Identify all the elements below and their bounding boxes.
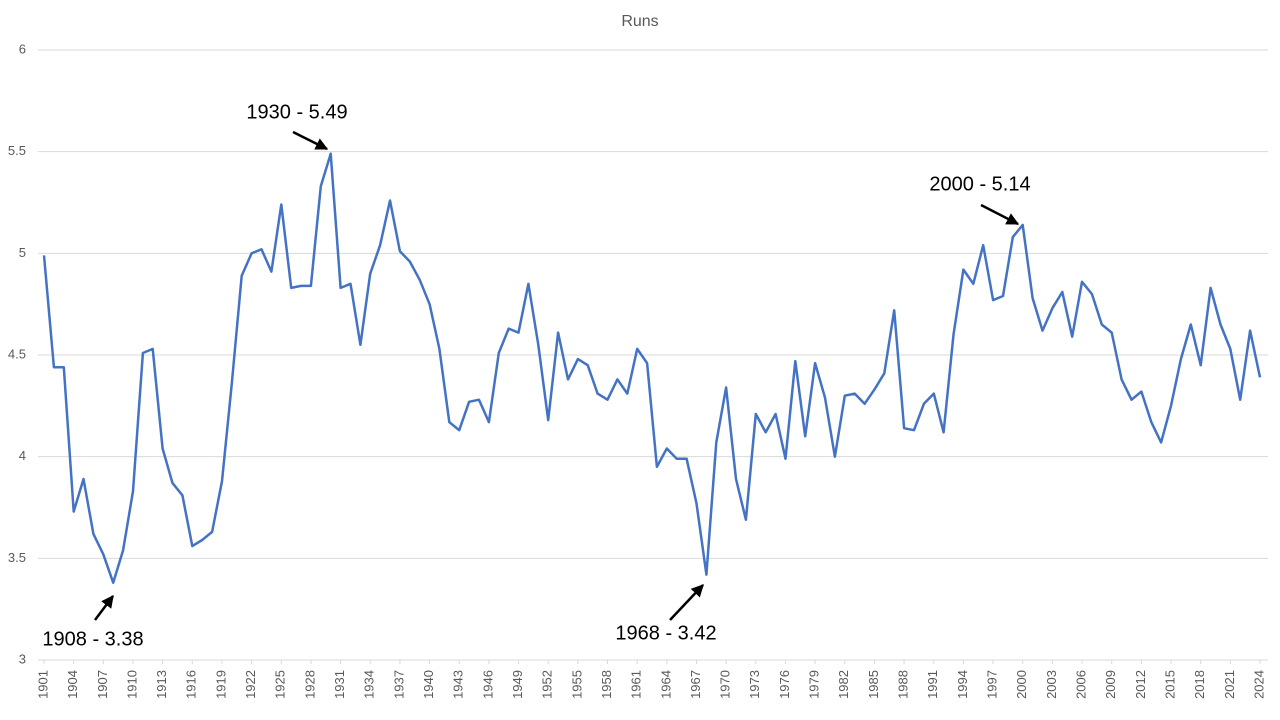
y-tick-label: 3: [19, 651, 26, 666]
x-tick-label: 1916: [184, 670, 199, 699]
y-tick-label: 5: [19, 245, 26, 260]
x-tick-label: 2024: [1251, 670, 1266, 699]
x-tick-label: 1979: [807, 670, 822, 699]
x-tick-label: 1910: [124, 670, 139, 699]
x-tick-label: 1985: [866, 670, 881, 699]
x-tick-label: 1988: [896, 670, 911, 699]
x-tick-label: 1976: [777, 670, 792, 699]
x-tick-label: 1919: [213, 670, 228, 699]
x-tick-label: 1928: [302, 670, 317, 699]
x-tick-label: 2006: [1073, 670, 1088, 699]
x-tick-label: 1904: [65, 670, 80, 699]
x-tick-label: 1973: [747, 670, 762, 699]
annotation: 1908 - 3.38: [42, 628, 143, 650]
annotation-arrow: [669, 584, 704, 621]
x-tick-label: 1997: [985, 670, 1000, 699]
x-tick-label: 2021: [1222, 670, 1237, 699]
y-tick-label: 4: [19, 448, 26, 463]
x-tick-label: 1943: [451, 670, 466, 699]
annotation-arrow: [980, 203, 1020, 226]
x-tick-label: 1946: [480, 670, 495, 699]
chart-title: Runs: [621, 13, 658, 30]
x-tick-label: 1937: [391, 670, 406, 699]
annotation-arrow: [292, 130, 329, 151]
x-tick-label: 1925: [273, 670, 288, 699]
x-tick-label: 1955: [569, 670, 584, 699]
x-tick-label: 2018: [1192, 670, 1207, 699]
x-tick-label: 1967: [688, 670, 703, 699]
x-tick-label: 1940: [421, 670, 436, 699]
y-tick-label: 3.5: [8, 550, 26, 565]
x-tick-label: 1982: [836, 670, 851, 699]
x-tick-label: 2009: [1103, 670, 1118, 699]
x-tick-label: 1949: [510, 670, 525, 699]
annotation: 1930 - 5.49: [246, 101, 347, 123]
x-tick-label: 1907: [95, 670, 110, 699]
x-tick-label: 1901: [35, 670, 50, 699]
x-tick-label: 1934: [362, 670, 377, 699]
x-tick-label: 2003: [1044, 670, 1059, 699]
x-tick-label: 1970: [718, 670, 733, 699]
annotation-arrow: [94, 595, 114, 621]
y-tick-label: 4.5: [8, 346, 26, 361]
x-tick-label: 1913: [154, 670, 169, 699]
x-tick-label: 1961: [629, 670, 644, 699]
line: [42, 152, 1262, 584]
x-tick-label: 1922: [243, 670, 258, 699]
x-tick-label: 2000: [1014, 670, 1029, 699]
x-tick-label: 1931: [332, 670, 347, 699]
annotation: 1968 - 3.42: [615, 622, 716, 644]
x-tick-label: 1952: [540, 670, 555, 699]
y-tick-label: 6: [19, 41, 26, 56]
y-tick-label: 5.5: [8, 143, 26, 158]
annotation: 2000 - 5.14: [929, 173, 1030, 195]
x-tick-label: 2015: [1162, 670, 1177, 699]
x-tick-label: 1958: [599, 670, 614, 699]
x-tick-label: 2012: [1133, 670, 1148, 699]
x-tick-label: 1964: [658, 670, 673, 699]
x-tick-label: 1994: [955, 670, 970, 699]
x-tick-label: 1991: [925, 670, 940, 699]
